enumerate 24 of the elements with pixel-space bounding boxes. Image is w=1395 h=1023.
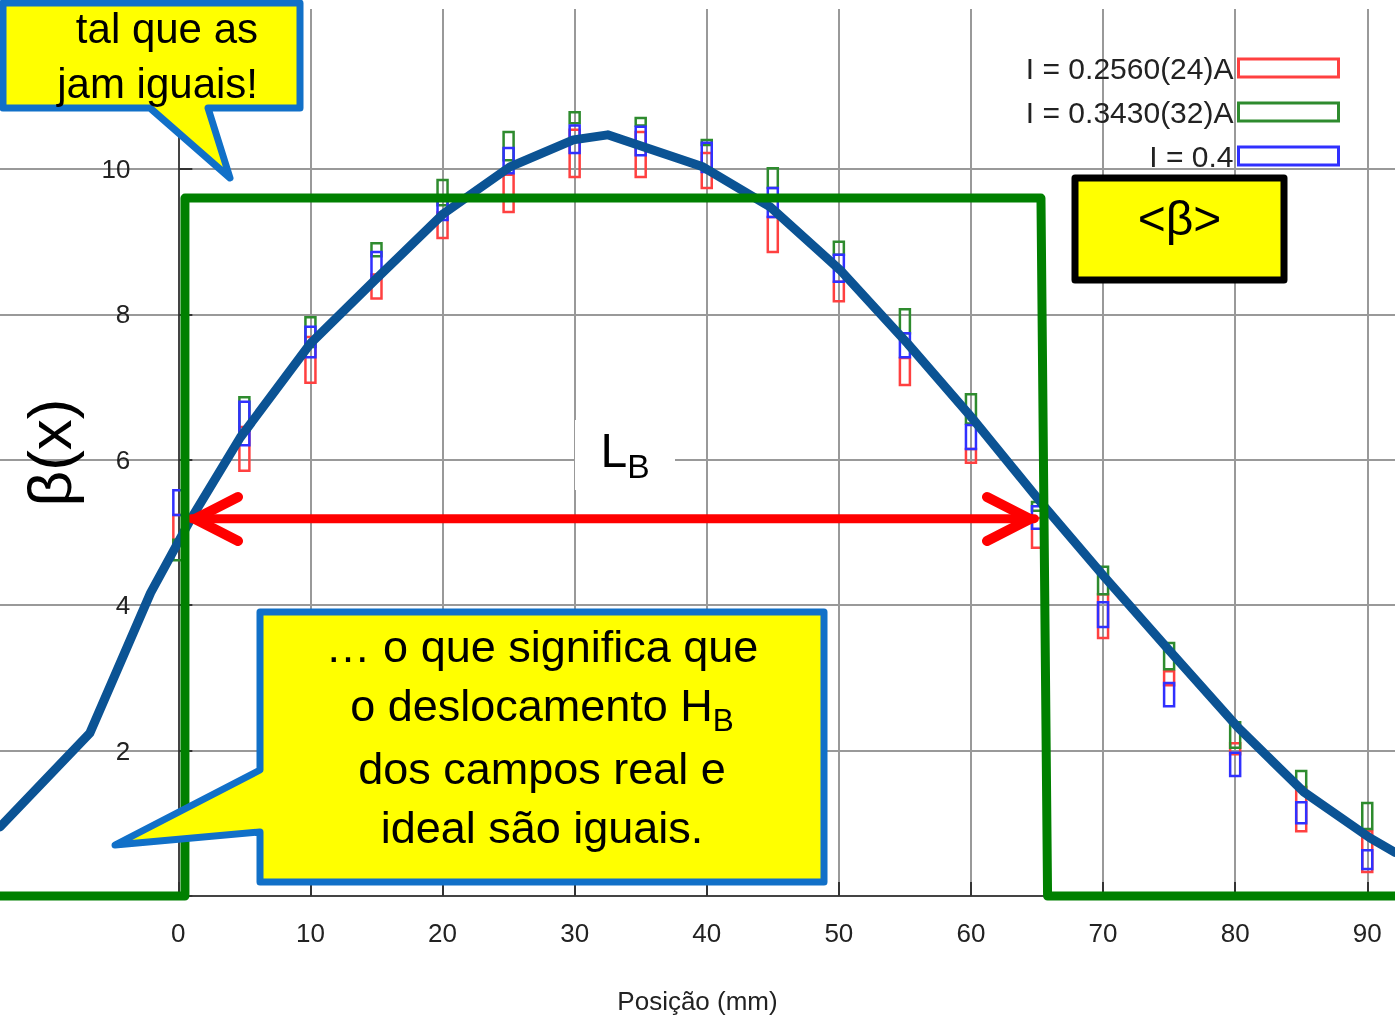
x-tick-label: 80 <box>1220 918 1250 948</box>
y-axis-title: β(x) <box>14 398 84 507</box>
x-axis-title: Posição (mm) <box>617 986 778 1016</box>
legend-label: I = 0.4 <box>1149 139 1234 173</box>
x-tick-label: 0 <box>171 918 186 948</box>
annotation: tal que as jam iguais! <box>55 4 258 108</box>
x-tick-label: 90 <box>1352 918 1382 948</box>
annotation: … o que significa que o deslocamento H$_{B}$ dos campos real e ideal são iguais. <box>324 620 760 855</box>
x-tick-label: 70 <box>1088 918 1118 948</box>
annotation: L$_{B}$ <box>575 420 675 490</box>
y-tick-label: 6 <box>115 444 131 475</box>
legend-label: I = 0.2560(24)A <box>1025 51 1234 85</box>
x-tick-label: 60 <box>956 918 986 948</box>
y-tick-label: 2 <box>115 735 131 766</box>
x-tick-label: 10 <box>295 918 325 948</box>
y-tick-label: 8 <box>115 299 131 330</box>
annotation: <β> <box>1136 191 1223 247</box>
legend-label: I = 0.3430(32)A <box>1025 95 1234 129</box>
x-tick-label: 20 <box>428 918 457 948</box>
x-tick-label: 30 <box>560 918 590 948</box>
y-tick-label: 10 <box>101 154 131 184</box>
x-tick-label: 50 <box>824 918 854 948</box>
x-tick-label: 40 <box>692 918 722 948</box>
y-tick-label: 4 <box>115 590 131 621</box>
